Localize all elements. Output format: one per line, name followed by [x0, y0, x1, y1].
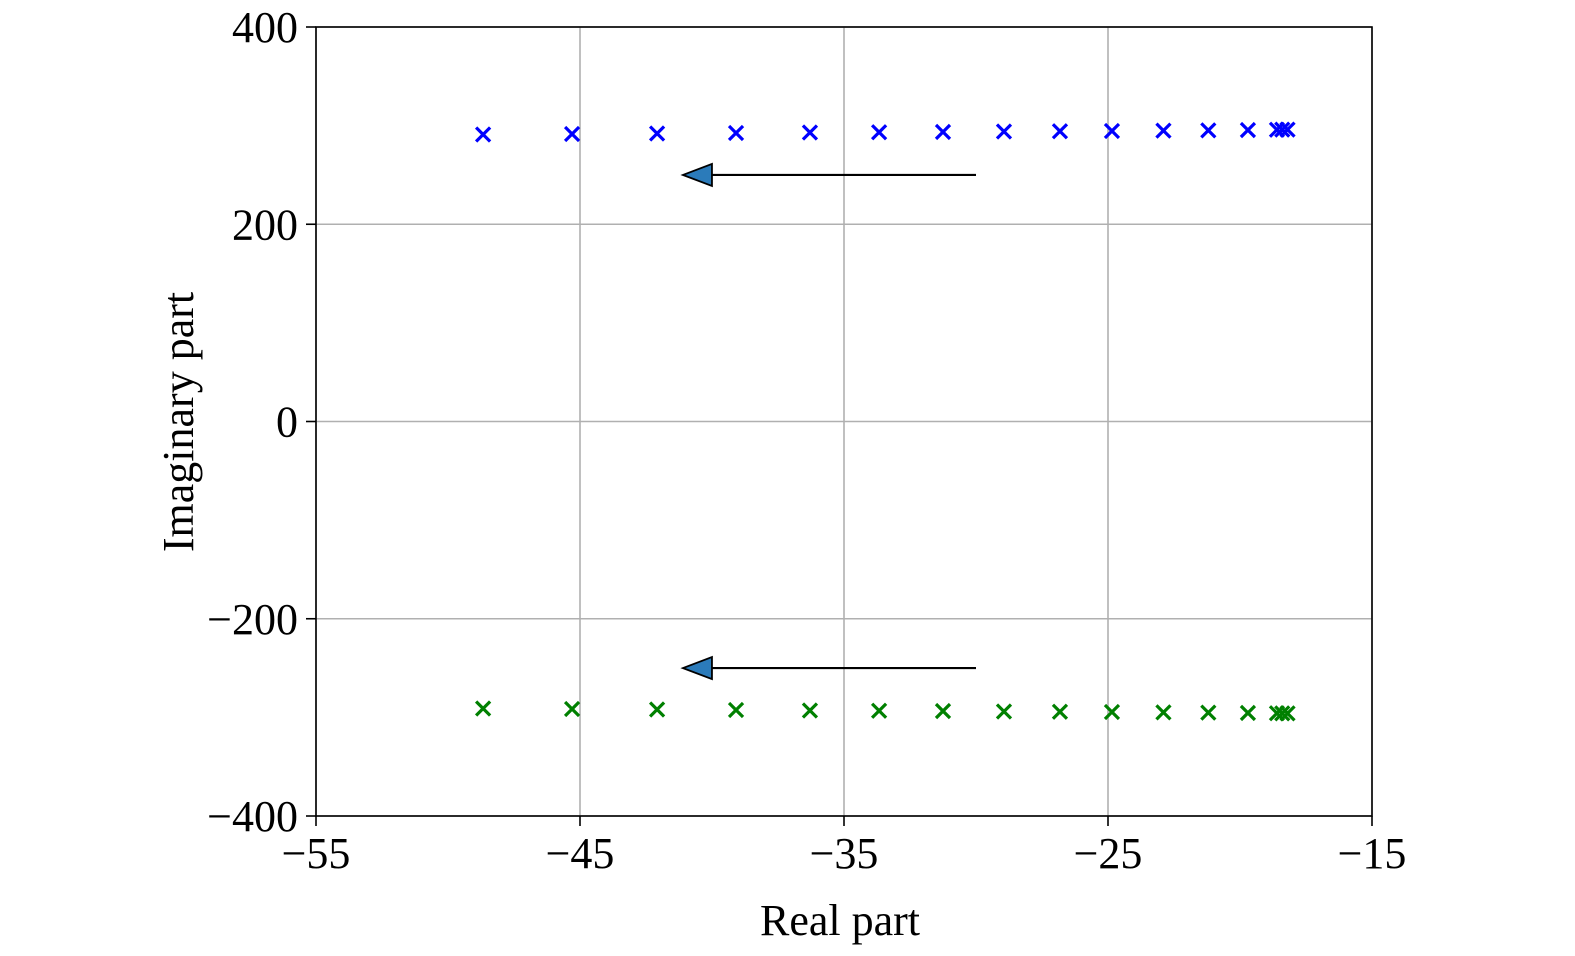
pole-marker	[995, 703, 1013, 720]
pole-marker	[995, 123, 1013, 140]
pole-marker	[1103, 703, 1121, 721]
y-tick-label: 200	[232, 200, 298, 249]
pole-marker	[870, 124, 888, 141]
pole-marker	[474, 126, 492, 143]
pole-marker	[1103, 122, 1121, 140]
pole-marker	[934, 123, 952, 141]
arrow-head	[680, 655, 713, 681]
pole-marker	[934, 702, 952, 720]
pole-marker	[1051, 123, 1069, 140]
y-tick-label: −200	[207, 595, 298, 644]
x-tick-label: −35	[810, 829, 879, 878]
pole-marker	[648, 701, 666, 718]
y-axis-label: Imaginary part	[154, 292, 203, 552]
pole-marker	[1239, 121, 1257, 139]
y-tick-label: 0	[276, 398, 298, 447]
pole-marker	[727, 124, 745, 142]
pole-marker	[1279, 121, 1296, 138]
pole-marker	[801, 702, 819, 719]
pole-marker	[1239, 704, 1257, 722]
pole-marker	[870, 702, 888, 719]
pole-marker	[1279, 705, 1296, 722]
pole-marker	[474, 700, 492, 717]
x-tick-label: −15	[1338, 829, 1407, 878]
pole-marker	[1200, 122, 1217, 139]
x-axis-label: Real part	[760, 896, 920, 945]
pole-marker	[563, 125, 581, 143]
y-tick-label: −400	[207, 792, 298, 841]
grid	[315, 26, 1373, 817]
pole-marker	[1200, 704, 1217, 721]
pole-marker	[1155, 122, 1172, 139]
pole-marker	[1274, 705, 1291, 722]
pole-marker	[801, 124, 819, 141]
arrow-head	[680, 162, 713, 188]
pole-marker	[563, 700, 581, 718]
x-tick-label: −55	[282, 829, 351, 878]
x-tick-label: −25	[1074, 829, 1143, 878]
x-tick-label: −45	[546, 829, 615, 878]
annotations	[680, 162, 976, 681]
ticks: −55 −45 −35 −25 −15 −400 −200 0 200 400	[207, 3, 1406, 878]
data-marks	[474, 121, 1296, 722]
pole-marker	[1274, 121, 1291, 138]
pole-marker	[1051, 703, 1069, 720]
pole-marker	[727, 701, 745, 719]
pole-marker	[648, 125, 666, 142]
pole-marker	[1155, 704, 1172, 721]
y-tick-label: 400	[232, 3, 298, 52]
